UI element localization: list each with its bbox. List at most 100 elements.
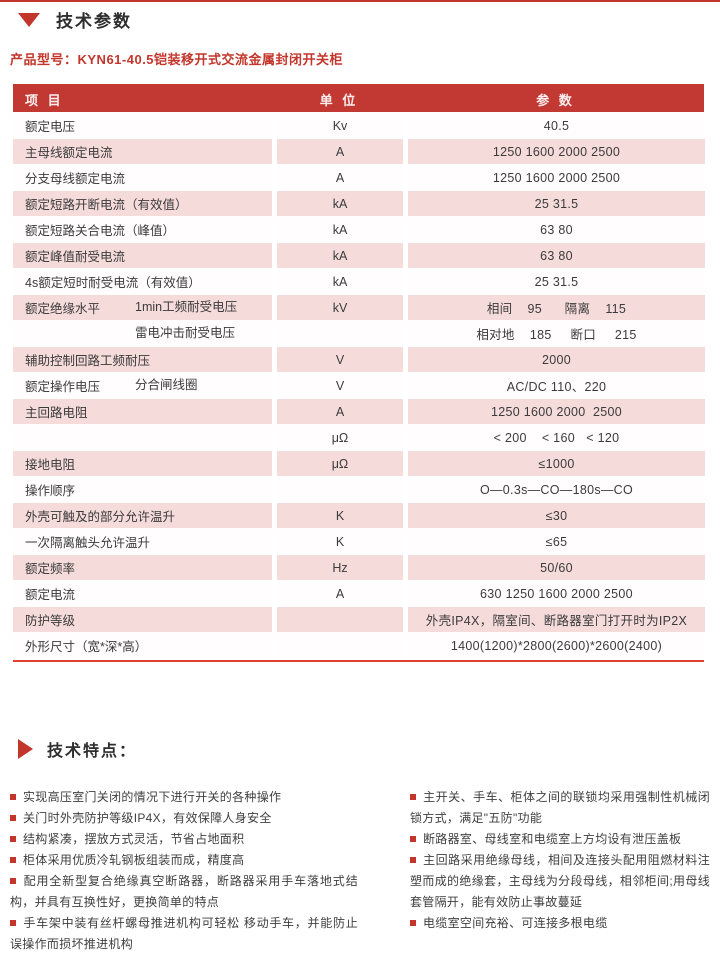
table-row: 额定短路开断电流（有效值） kA 25 31.5 xyxy=(13,191,705,216)
table-header-bar: 项 目 单 位 参 数 xyxy=(13,84,704,112)
spec-table-wrap: 项 目 单 位 参 数 额定电压 Kv 40.5 主母线额定电流 A 1250 1600 … xyxy=(13,84,705,662)
features-column-right: 主开关、手车、柜体之间的联锁均采用强制性机械闭锁方式，满足"五防"功能 断路器室、… xyxy=(410,787,710,955)
cell-item: 主母线额定电流 xyxy=(13,139,272,164)
cell-item: 额定绝缘水平 1min工频耐受电压 xyxy=(13,295,272,320)
features-column-left: 实现高压室门关闭的情况下进行开关的各种操作 关门时外壳防护等级IP4X，有效保障人… xyxy=(10,787,358,955)
cell-unit: Hz xyxy=(277,555,403,580)
cell-unit: μΩ xyxy=(277,451,403,476)
cell-item: 4s额定短时耐受电流（有效值） xyxy=(13,269,272,294)
cell-value: ≤65 xyxy=(408,529,705,554)
cell-item: 额定操作电压 分合闸线圈 xyxy=(13,373,272,398)
features-title: 技术特点： xyxy=(47,743,138,760)
cell-value: ≤30 xyxy=(408,503,705,528)
cell-unit: K xyxy=(277,503,403,528)
feature-item: 柜体采用优质冷轧钢板组装而成，精度高 xyxy=(10,850,358,871)
bullet-square-icon xyxy=(410,794,416,800)
cell-value: 1250 1600 2000 2500 xyxy=(408,399,705,424)
cell-unit: A xyxy=(277,139,403,164)
table-row: 操作顺序 O—0.3s—CO—180s—CO xyxy=(13,477,705,502)
table-row: 一次隔离触头允许温升 K ≤65 xyxy=(13,529,705,554)
table-row: 额定操作电压 分合闸线圈 V AC/DC 110、220 xyxy=(13,373,705,398)
feature-item: 关门时外壳防护等级IP4X，有效保障人身安全 xyxy=(10,808,358,829)
column-header-unit: 单 位 xyxy=(319,93,359,108)
cell-item xyxy=(13,425,272,450)
cell-value: 相对地 185 断口 215 xyxy=(408,321,705,346)
cell-item: 分支母线额定电流 xyxy=(13,165,272,190)
cell-item: 额定电压 xyxy=(13,113,272,138)
cell-value: 50/60 xyxy=(408,555,705,580)
cell-value: AC/DC 110、220 xyxy=(408,373,705,398)
cell-value: 63 80 xyxy=(408,243,705,268)
cell-unit: V xyxy=(277,347,403,372)
top-rule xyxy=(0,0,720,2)
table-row: 外形尺寸（宽*深*高） 1400(1200)*2800(2600)*2600(24… xyxy=(13,633,705,658)
bottom-rule xyxy=(13,660,704,662)
cell-value: 1400(1200)*2800(2600)*2600(2400) xyxy=(408,633,705,658)
cell-value: 630 1250 1600 2000 2500 xyxy=(408,581,705,606)
cell-value: O—0.3s—CO—180s—CO xyxy=(408,477,705,502)
cell-item-sub: 雷电冲击耐受电压 xyxy=(135,326,236,340)
cell-item: 额定峰值耐受电流 xyxy=(13,243,272,268)
bullet-square-icon xyxy=(10,920,16,926)
cell-item: 额定电流 xyxy=(13,581,272,606)
table-row: 额定峰值耐受电流 kA 63 80 xyxy=(13,243,705,268)
table-row: 接地电阻 μΩ ≤1000 xyxy=(13,451,705,476)
table-row: 额定电压 Kv 40.5 xyxy=(13,113,705,138)
table-row: 额定频率 Hz 50/60 xyxy=(13,555,705,580)
bullet-square-icon xyxy=(10,794,16,800)
cell-value: 外壳IP4X，隔室间、断路器室门打开时为IP2X xyxy=(408,607,705,632)
cell-unit: A xyxy=(277,165,403,190)
cell-unit xyxy=(277,633,403,658)
feature-item: 手车架中装有丝杆螺母推进机构可轻松 移动手车，并能防止误操作而损坏推进机构 xyxy=(10,916,358,951)
cell-unit: kV xyxy=(277,295,403,320)
cell-unit xyxy=(277,477,403,502)
cell-unit xyxy=(277,607,403,632)
bullet-square-icon xyxy=(410,836,416,842)
features-section: 技术特点： 实现高压室门关闭的情况下进行开关的各种操作 关门时外壳防护等级IP4X… xyxy=(10,737,710,955)
cell-item: 额定频率 xyxy=(13,555,272,580)
cell-value: ≤1000 xyxy=(408,451,705,476)
cell-item: 防护等级 xyxy=(13,607,272,632)
cell-value: 63 80 xyxy=(408,217,705,242)
cell-value: < 200 < 160 < 120 xyxy=(408,425,705,450)
cell-unit: kA xyxy=(277,191,403,216)
feature-item: 配用全新型复合绝缘真空断路器，断路器采用手车落地式结构，并具有互换性好，更换简单… xyxy=(10,874,358,909)
cell-unit: kA xyxy=(277,243,403,268)
cell-value: 1250 1600 2000 2500 xyxy=(408,165,705,190)
spec-table: 额定电压 Kv 40.5 主母线额定电流 A 1250 1600 2000 2500 分支母… xyxy=(8,112,710,659)
table-row: μΩ < 200 < 160 < 120 xyxy=(13,425,705,450)
cell-item: 主回路电阻 xyxy=(13,399,272,424)
cell-unit: μΩ xyxy=(277,425,403,450)
cell-item: 外壳可触及的部分允许温升 xyxy=(13,503,272,528)
triangle-down-icon xyxy=(18,12,40,27)
bullet-square-icon xyxy=(10,815,16,821)
cell-value: 相间 95 隔离 115 xyxy=(408,295,705,320)
cell-value: 25 31.5 xyxy=(408,191,705,216)
cell-unit xyxy=(277,321,403,346)
cell-value: 40.5 xyxy=(408,113,705,138)
cell-value: 1250 1600 2000 2500 xyxy=(408,139,705,164)
triangle-right-icon xyxy=(18,739,33,759)
table-row: 防护等级 外壳IP4X，隔室间、断路器室门打开时为IP2X xyxy=(13,607,705,632)
feature-item: 断路器室、母线室和电缆室上方均设有泄压盖板 xyxy=(410,829,710,850)
table-row: 额定绝缘水平 1min工频耐受电压 kV 相间 95 隔离 115 xyxy=(13,295,705,320)
cell-unit: kA xyxy=(277,217,403,242)
section-header: 技术参数 xyxy=(18,7,132,32)
cell-item-sub: 分合闸线圈 xyxy=(135,378,198,392)
table-row: 额定电流 A 630 1250 1600 2000 2500 xyxy=(13,581,705,606)
column-header-item: 项 目 xyxy=(25,93,64,108)
product-model: 产品型号：KYN61-40.5铠装移开式交流金属封闭开关柜 xyxy=(10,52,344,67)
feature-item: 电缆室空间充裕、可连接多根电缆 xyxy=(410,913,710,934)
cell-value: 2000 xyxy=(408,347,705,372)
table-row: 外壳可触及的部分允许温升 K ≤30 xyxy=(13,503,705,528)
feature-item: 主回路采用绝缘母线，相间及连接头配用阻燃材料注塑而成的绝缘套，主母线为分段母线，… xyxy=(410,853,710,909)
cell-item: 雷电冲击耐受电压 xyxy=(13,321,272,346)
cell-item-sub: 1min工频耐受电压 xyxy=(135,300,238,314)
features-header: 技术特点： xyxy=(18,737,710,761)
cell-item: 接地电阻 xyxy=(13,451,272,476)
table-row: 辅助控制回路工频耐压 V 2000 xyxy=(13,347,705,372)
feature-item: 实现高压室门关闭的情况下进行开关的各种操作 xyxy=(10,787,358,808)
section-title: 技术参数 xyxy=(56,12,132,31)
table-row: 主母线额定电流 A 1250 1600 2000 2500 xyxy=(13,139,705,164)
bullet-square-icon xyxy=(410,857,416,863)
